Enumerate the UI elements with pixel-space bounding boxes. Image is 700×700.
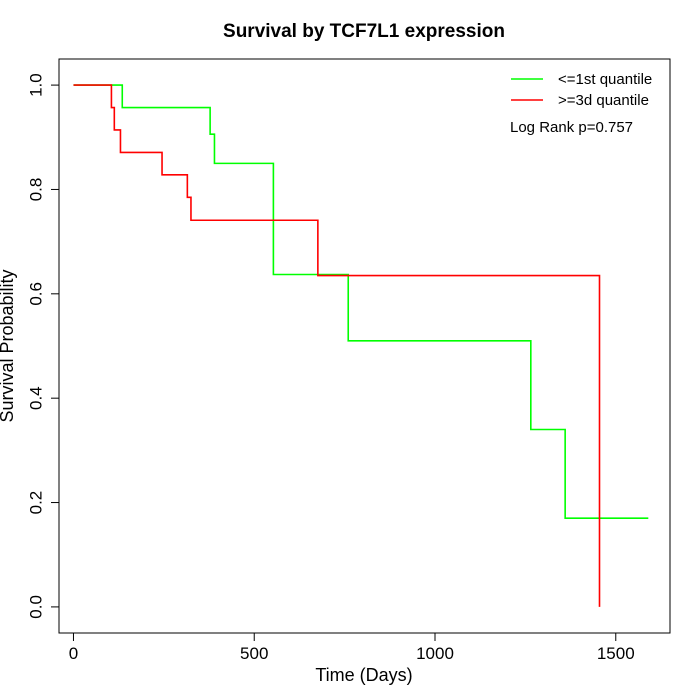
x-tick-label: 1000 [416,644,454,663]
y-tick-label: 0.6 [26,282,45,306]
y-tick-label: 0.8 [26,178,45,202]
series-layer [73,84,649,607]
series-line-1 [73,84,649,519]
y-tick-label: 0.2 [26,491,45,515]
x-tick-label: 0 [69,644,78,663]
x-axis: 0 500 1000 1500 [69,632,635,663]
y-tick-label: 0.4 [26,386,45,410]
legend-label-1: <=1st quantile [558,71,652,88]
chart-title: Survival by TCF7L1 expression [223,21,505,42]
logrank-annotation: Log Rank p=0.757 [510,119,633,136]
y-axis-label: Survival Probability [0,269,17,422]
y-tick-label: 0.0 [26,595,45,619]
y-axis: 0.0 0.2 0.4 0.6 0.8 1.0 [26,73,60,619]
plot-frame [58,58,671,634]
x-tick-label: 500 [240,644,268,663]
x-axis-label: Time (Days) [315,665,412,685]
legend: <=1st quantile >=3d quantile [511,71,652,109]
series-line-2 [73,84,601,607]
y-tick-label: 1.0 [26,73,45,97]
legend-label-2: >=3d quantile [558,92,649,109]
x-tick-label: 1500 [597,644,635,663]
